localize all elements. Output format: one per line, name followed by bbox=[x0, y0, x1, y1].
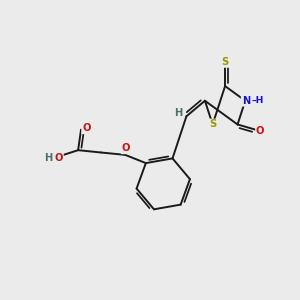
Text: –H: –H bbox=[251, 96, 264, 105]
Text: O: O bbox=[122, 143, 130, 153]
Text: H: H bbox=[44, 153, 52, 163]
Text: H: H bbox=[174, 108, 182, 118]
Text: O: O bbox=[54, 153, 63, 163]
Text: S: S bbox=[221, 57, 229, 67]
Text: N: N bbox=[242, 96, 250, 106]
Text: O: O bbox=[256, 126, 265, 136]
Text: S: S bbox=[209, 119, 216, 130]
Text: O: O bbox=[82, 123, 91, 134]
